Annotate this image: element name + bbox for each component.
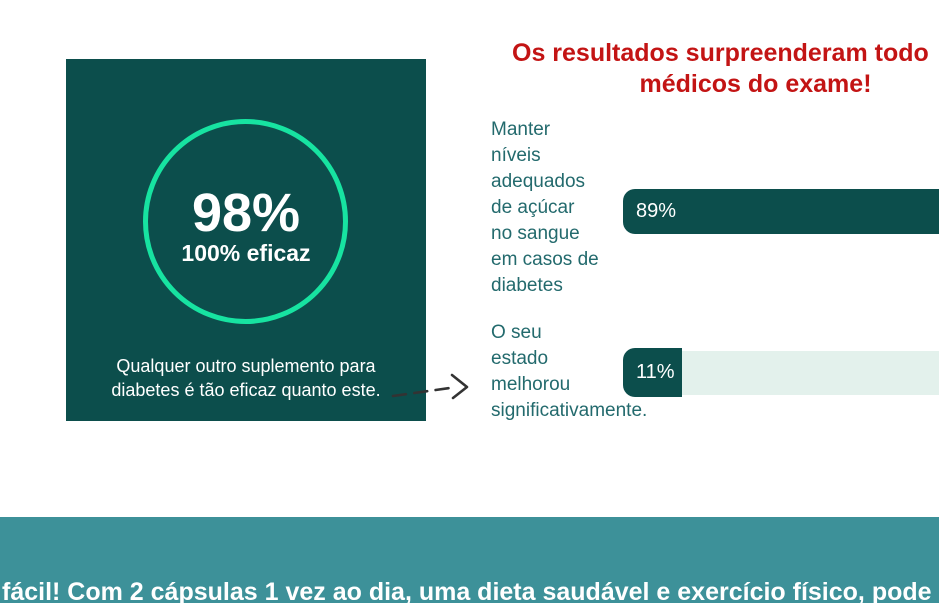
bar-value-89: 89% xyxy=(636,200,677,222)
dashed-arrow-icon xyxy=(390,372,474,404)
bar-value-11: 11% xyxy=(636,361,675,383)
efficacy-percent: 98% xyxy=(191,183,301,243)
card-caption: Qualquer outro suplemento para diabetes … xyxy=(111,356,381,400)
efficacy-card xyxy=(66,59,426,421)
footer-text: fácil! Com 2 cápsulas 1 vez ao dia, uma … xyxy=(2,578,939,603)
results-heading-line1: Os resultados surpreenderam todo xyxy=(512,39,929,67)
bar-fill-89: 89% xyxy=(623,189,939,234)
efficacy-circle xyxy=(143,119,348,324)
footer-band xyxy=(0,517,939,603)
results-heading-line2: médicos do exame! xyxy=(639,70,872,98)
bar-label-condition-improved: O seu estado melhorou significativamente… xyxy=(491,322,648,421)
bar-fill-11: 11% xyxy=(623,348,682,397)
bar-label-blood-sugar: Manter níveis adequados de açúcar no san… xyxy=(491,119,599,296)
efficacy-subtitle: 100% eficaz xyxy=(181,240,311,266)
